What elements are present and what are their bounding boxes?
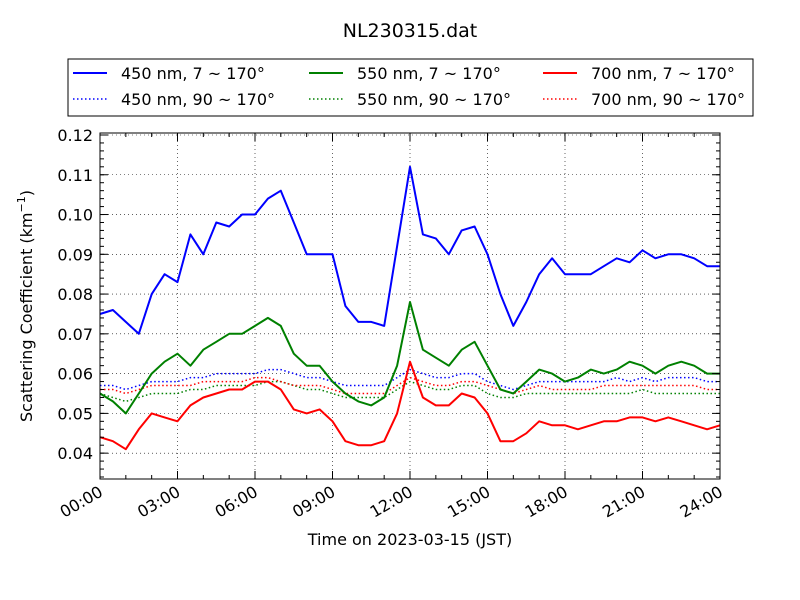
y-tick-label: 0.05 <box>57 404 93 423</box>
y-tick-label: 0.08 <box>57 285 93 304</box>
legend: 450 nm, 7 ~ 170° 450 nm, 90 ~ 170° 550 n… <box>67 58 754 117</box>
y-axis-label-main: Scattering Coefficient (km <box>17 212 36 422</box>
legend-label-450-full: 450 nm, 7 ~ 170° <box>121 64 265 83</box>
legend-label-550-full: 550 nm, 7 ~ 170° <box>357 64 501 83</box>
legend-label-700-full: 700 nm, 7 ~ 170° <box>591 64 735 83</box>
series-line-550-full <box>99 301 720 415</box>
y-tick-label: 0.06 <box>57 365 93 384</box>
y-tick-label: 0.12 <box>57 126 93 145</box>
series-line-450-full <box>99 165 720 335</box>
y-tick-label: 0.07 <box>57 325 93 344</box>
legend-frame <box>67 58 754 117</box>
series-line-550-back <box>99 380 720 403</box>
y-tick-label: 0.11 <box>57 166 93 185</box>
legend-label-700-back: 700 nm, 90 ~ 170° <box>591 90 745 109</box>
y-axis-label-end: ) <box>17 190 36 196</box>
y-tick-label: 0.04 <box>57 444 93 463</box>
series-group <box>99 165 721 451</box>
grid <box>99 133 721 479</box>
chart-title: NL230315.dat <box>343 20 478 42</box>
y-tick-label: 0.09 <box>57 245 93 264</box>
series-line-450-back <box>100 368 720 391</box>
y-axis-label-sup: −1 <box>15 196 28 212</box>
x-axis-label: Time on 2023-03-15 (JST) <box>307 530 512 549</box>
y-tick-label: 0.10 <box>57 206 93 225</box>
legend-label-450-back: 450 nm, 90 ~ 170° <box>121 90 275 109</box>
series-line-700-back <box>100 376 720 395</box>
y-axis-label: Scattering Coefficient (km−1) <box>15 190 36 422</box>
plot-frame <box>99 132 721 480</box>
legend-label-550-back: 550 nm, 90 ~ 170° <box>357 90 511 109</box>
series-line-700-full <box>99 360 721 451</box>
